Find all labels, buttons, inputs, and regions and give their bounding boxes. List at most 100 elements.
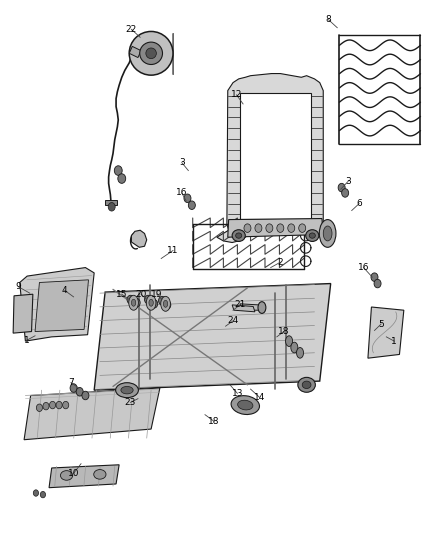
Ellipse shape — [129, 295, 138, 310]
Text: 6: 6 — [356, 199, 362, 208]
Circle shape — [188, 201, 195, 209]
Circle shape — [36, 404, 42, 411]
PathPatch shape — [49, 465, 119, 488]
PathPatch shape — [217, 74, 323, 243]
Ellipse shape — [121, 386, 133, 394]
Circle shape — [118, 174, 126, 183]
PathPatch shape — [20, 268, 94, 341]
Circle shape — [56, 401, 62, 409]
PathPatch shape — [35, 280, 88, 332]
Ellipse shape — [238, 400, 253, 410]
PathPatch shape — [240, 304, 261, 310]
Circle shape — [244, 224, 251, 232]
Ellipse shape — [286, 336, 293, 346]
Circle shape — [114, 166, 122, 175]
Circle shape — [70, 384, 77, 392]
Text: 22: 22 — [126, 25, 137, 34]
Circle shape — [43, 402, 49, 410]
Circle shape — [277, 224, 284, 232]
Circle shape — [49, 401, 56, 409]
PathPatch shape — [228, 219, 323, 237]
Ellipse shape — [298, 377, 315, 392]
Circle shape — [266, 224, 273, 232]
Ellipse shape — [146, 48, 156, 59]
Circle shape — [371, 273, 378, 281]
Text: 8: 8 — [325, 15, 332, 24]
Circle shape — [40, 491, 46, 498]
Text: 18: 18 — [278, 327, 290, 336]
Text: 13: 13 — [232, 389, 243, 398]
Ellipse shape — [116, 383, 138, 398]
Ellipse shape — [60, 471, 73, 480]
Text: 2: 2 — [278, 258, 283, 266]
Ellipse shape — [232, 230, 245, 241]
Circle shape — [151, 300, 158, 308]
Text: 5: 5 — [378, 320, 384, 328]
Text: 3: 3 — [345, 177, 351, 185]
Text: 16: 16 — [176, 189, 187, 197]
Ellipse shape — [140, 42, 162, 64]
Ellipse shape — [297, 348, 304, 358]
Text: 10: 10 — [68, 469, 79, 478]
Circle shape — [76, 387, 83, 396]
Text: 23: 23 — [125, 398, 136, 407]
Text: 16: 16 — [358, 263, 369, 272]
Ellipse shape — [291, 342, 298, 353]
Circle shape — [338, 183, 345, 192]
PathPatch shape — [24, 388, 160, 440]
Circle shape — [159, 296, 166, 305]
Circle shape — [127, 295, 134, 304]
Circle shape — [145, 295, 152, 304]
Text: 9: 9 — [15, 282, 21, 291]
Text: 14: 14 — [254, 393, 265, 401]
Ellipse shape — [319, 220, 336, 247]
Ellipse shape — [258, 302, 266, 313]
PathPatch shape — [240, 93, 311, 219]
Text: 24: 24 — [227, 317, 239, 325]
Text: 11: 11 — [167, 246, 179, 255]
Ellipse shape — [309, 233, 315, 238]
Circle shape — [63, 401, 69, 409]
Text: 1: 1 — [24, 336, 30, 344]
Ellipse shape — [323, 226, 332, 241]
Circle shape — [299, 224, 306, 232]
Ellipse shape — [302, 381, 311, 389]
Circle shape — [82, 391, 89, 400]
Text: 12: 12 — [231, 91, 242, 99]
PathPatch shape — [94, 284, 331, 390]
Text: 18: 18 — [208, 417, 219, 425]
PathPatch shape — [105, 200, 117, 205]
Ellipse shape — [231, 395, 259, 415]
Circle shape — [164, 301, 171, 309]
Ellipse shape — [161, 296, 170, 311]
Circle shape — [108, 203, 115, 211]
Text: 15: 15 — [116, 290, 127, 298]
Circle shape — [374, 279, 381, 288]
Ellipse shape — [129, 31, 173, 75]
PathPatch shape — [129, 46, 141, 58]
Circle shape — [288, 224, 295, 232]
PathPatch shape — [368, 307, 404, 358]
Text: 19: 19 — [151, 290, 162, 298]
Ellipse shape — [306, 230, 319, 241]
Text: 3: 3 — [179, 158, 185, 167]
Circle shape — [33, 490, 39, 496]
PathPatch shape — [232, 305, 255, 312]
Text: 1: 1 — [391, 337, 397, 345]
Ellipse shape — [163, 301, 168, 307]
Circle shape — [255, 224, 262, 232]
PathPatch shape — [13, 294, 33, 333]
PathPatch shape — [131, 230, 147, 247]
Ellipse shape — [149, 300, 153, 306]
Text: 21: 21 — [234, 301, 246, 309]
Text: 7: 7 — [68, 378, 74, 387]
Circle shape — [342, 189, 349, 197]
Text: 4: 4 — [62, 286, 67, 295]
Ellipse shape — [146, 295, 156, 310]
Circle shape — [133, 298, 140, 307]
Text: 20: 20 — [135, 290, 147, 298]
Ellipse shape — [236, 233, 242, 238]
Circle shape — [184, 194, 191, 203]
Ellipse shape — [131, 300, 136, 306]
Ellipse shape — [94, 470, 106, 479]
